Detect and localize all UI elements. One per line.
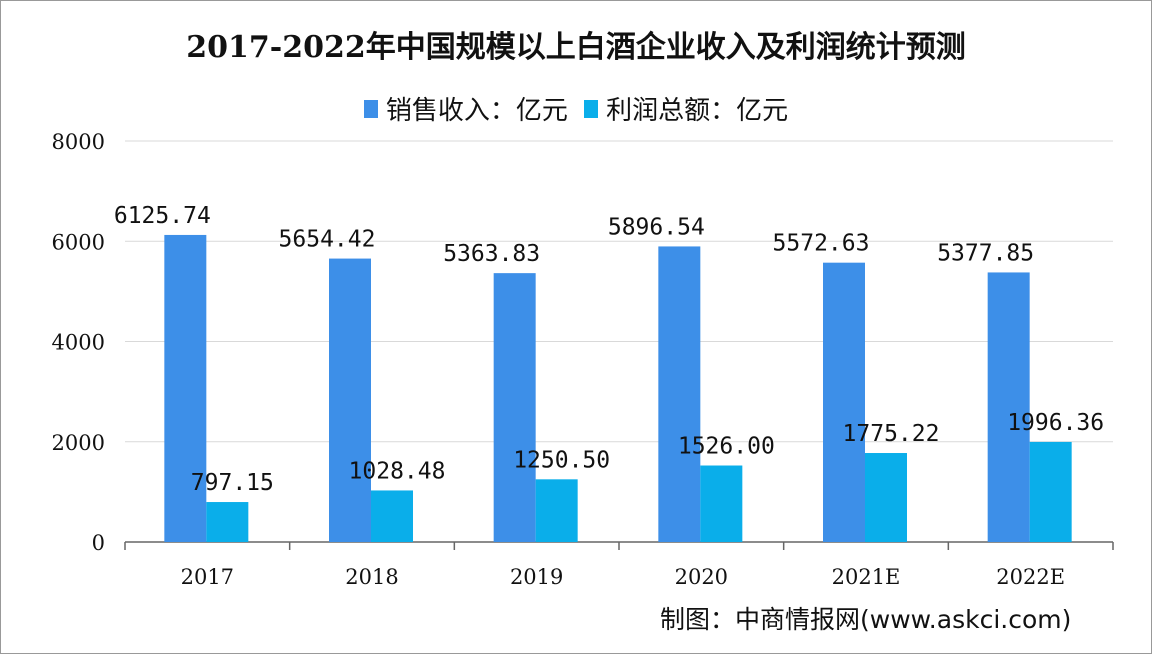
legend-item-profit: 利润总额：亿元 xyxy=(584,90,788,127)
bar-profit xyxy=(206,502,249,542)
legend-swatch-revenue xyxy=(363,99,378,118)
x-tick-label: 2020 xyxy=(675,565,728,589)
bar-profit xyxy=(535,479,578,542)
data-label-revenue: 6125.74 xyxy=(114,203,211,229)
data-label-profit: 1775.22 xyxy=(843,421,940,447)
bar-revenue xyxy=(658,246,701,543)
data-label-profit: 797.15 xyxy=(191,470,274,496)
bar-revenue xyxy=(823,262,865,542)
y-tick-label: 6000 xyxy=(52,230,105,254)
y-tick-label: 8000 xyxy=(52,130,105,154)
y-tick-label: 4000 xyxy=(52,331,105,355)
x-tick-label: 2022E xyxy=(996,565,1065,589)
bar-revenue xyxy=(164,234,207,543)
bar-revenue xyxy=(493,273,536,542)
legend: 销售收入：亿元 利润总额：亿元 xyxy=(0,90,1152,127)
data-label-revenue: 5377.85 xyxy=(937,240,1034,266)
x-tick-label: 2019 xyxy=(510,565,563,589)
legend-swatch-profit xyxy=(584,99,599,118)
y-tick-label: 2000 xyxy=(52,431,105,455)
bar-profit xyxy=(371,490,413,542)
x-tick-label: 2021E xyxy=(832,565,901,589)
data-label-profit: 1996.36 xyxy=(1007,410,1104,436)
chart-title: 2017-2022年中国规模以上白酒企业收入及利润统计预测 xyxy=(186,30,966,65)
x-tick-label: 2017 xyxy=(181,565,234,589)
data-label-profit: 1526.00 xyxy=(678,434,775,460)
data-label-profit: 1028.48 xyxy=(349,458,446,484)
bar-profit xyxy=(1029,441,1072,542)
bar-profit xyxy=(865,453,907,542)
data-label-revenue: 5654.42 xyxy=(279,227,376,253)
data-label-revenue: 5572.63 xyxy=(773,231,870,257)
x-tick-label: 2018 xyxy=(345,565,398,589)
y-tick-label: 0 xyxy=(92,531,105,555)
bar-profit xyxy=(700,465,743,542)
bar-revenue xyxy=(329,258,371,542)
legend-label-profit: 利润总额：亿元 xyxy=(606,96,789,126)
legend-label-revenue: 销售收入：亿元 xyxy=(385,96,568,126)
bar-revenue xyxy=(987,272,1030,542)
source-note: 制图：中商情报网(www.askci.com) xyxy=(660,605,1072,634)
legend-item-revenue: 销售收入：亿元 xyxy=(363,90,568,127)
data-label-revenue: 5363.83 xyxy=(443,241,540,267)
data-label-profit: 1250.50 xyxy=(513,447,610,473)
data-label-revenue: 5896.54 xyxy=(608,214,705,240)
